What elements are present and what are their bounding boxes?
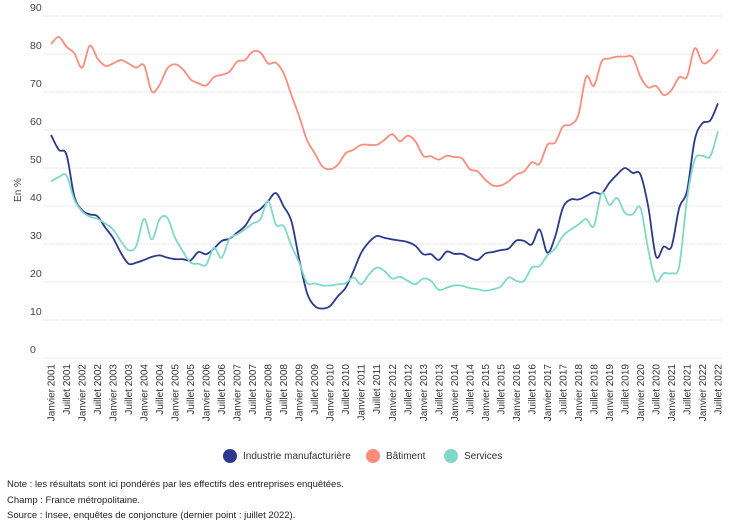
x-tick-label: Juillet 2006 — [217, 364, 228, 415]
x-tick-label: Juillet 2017 — [558, 364, 569, 415]
y-tick-label: 90 — [30, 2, 42, 14]
legend-dot-icon — [366, 449, 380, 463]
note-text: Note : les résultats sont ici pondérés p… — [7, 479, 344, 490]
series-line-industrie — [50, 103, 719, 310]
y-tick-label: 0 — [30, 344, 36, 356]
source-text: Source : Insee, enquêtes de conjoncture … — [7, 510, 296, 521]
y-tick-label: 50 — [30, 154, 42, 166]
x-tick-label: Juillet 2015 — [496, 364, 507, 415]
x-tick-label: Juillet 2004 — [155, 364, 166, 415]
x-tick-label: Janvier 2021 — [667, 364, 678, 422]
y-tick-label: 10 — [30, 306, 42, 318]
legend-dot-icon — [444, 449, 458, 463]
legend-item-industrie[interactable]: Industrie manufacturière — [223, 449, 351, 463]
x-tick-label: Juillet 2020 — [651, 364, 662, 415]
legend-label: Industrie manufacturière — [243, 450, 351, 462]
legend-label: Bâtiment — [386, 450, 426, 462]
x-tick-label: Juillet 2001 — [62, 364, 73, 415]
y-tick-label: 70 — [30, 78, 42, 90]
x-tick-label: Juillet 2022 — [714, 364, 725, 415]
x-tick-label: Janvier 2012 — [388, 364, 399, 422]
x-tick-label: Janvier 2016 — [512, 364, 523, 422]
legend-dot-icon — [223, 449, 237, 463]
legend-item-batiment[interactable]: Bâtiment — [366, 449, 425, 463]
x-tick-label: Janvier 2017 — [543, 364, 554, 422]
x-tick-label: Janvier 2014 — [450, 364, 461, 422]
x-tick-label: Janvier 2018 — [574, 364, 585, 422]
champ-text: Champ : France métropolitaine. — [7, 494, 141, 506]
x-tick-label: Juillet 2009 — [310, 364, 321, 415]
x-tick-label: Janvier 2022 — [698, 364, 709, 422]
x-tick-label: Juillet 2019 — [620, 364, 631, 415]
x-tick-label: Janvier 2001 — [47, 364, 58, 422]
x-tick-label: Janvier 2008 — [264, 364, 275, 422]
legend-item-services[interactable]: Services — [444, 449, 502, 463]
series-line-batiment — [50, 36, 719, 187]
x-tick-label: Juillet 2013 — [434, 364, 445, 415]
x-tick-label: Juillet 2021 — [682, 364, 693, 415]
x-tick-label: Janvier 2007 — [233, 364, 244, 422]
y-tick-label: 80 — [30, 40, 42, 52]
x-tick-label: Juillet 2008 — [279, 364, 290, 415]
x-tick-label: Juillet 2002 — [93, 364, 104, 415]
x-tick-label: Juillet 2005 — [186, 364, 197, 415]
legend-label: Services — [464, 450, 503, 462]
series-line-services — [50, 131, 719, 292]
x-tick-label: Janvier 2019 — [605, 364, 616, 422]
x-tick-label: Janvier 2015 — [481, 364, 492, 422]
x-tick-label: Juillet 2016 — [527, 364, 538, 415]
x-tick-label: Juillet 2003 — [124, 364, 135, 415]
x-tick-label: Janvier 2010 — [326, 364, 337, 422]
x-tick-label: Janvier 2006 — [202, 364, 213, 422]
y-tick-label: 40 — [30, 192, 42, 204]
y-tick-label: 60 — [30, 116, 42, 128]
y-axis-label: En % — [13, 178, 24, 202]
x-tick-label: Janvier 2005 — [171, 364, 182, 422]
x-tick-label: Janvier 2013 — [419, 364, 430, 422]
x-tick-label: Juillet 2018 — [589, 364, 600, 415]
x-tick-label: Janvier 2020 — [636, 364, 647, 422]
x-tick-label: Juillet 2010 — [341, 364, 352, 415]
x-tick-label: Janvier 2002 — [78, 364, 89, 422]
x-tick-label: Juillet 2007 — [248, 364, 259, 415]
chart-notes: Note : les résultats sont ici pondérés p… — [7, 477, 344, 524]
x-tick-label: Janvier 2003 — [109, 364, 120, 422]
x-tick-label: Janvier 2009 — [295, 364, 306, 422]
x-tick-label: Juillet 2011 — [372, 364, 383, 414]
y-tick-label: 20 — [30, 268, 42, 280]
x-tick-label: Janvier 2004 — [140, 364, 151, 422]
x-tick-label: Juillet 2014 — [465, 364, 476, 415]
x-tick-label: Juillet 2012 — [403, 364, 414, 415]
x-tick-label: Janvier 2011 — [357, 364, 368, 421]
line-chart: 0 10 20 30 40 50 60 70 80 90 En % Janvier 2001 Juill… — [13, 2, 725, 422]
y-tick-label: 30 — [30, 230, 42, 242]
legend: Industrie manufacturière Bâtiment Servic… — [0, 449, 737, 465]
